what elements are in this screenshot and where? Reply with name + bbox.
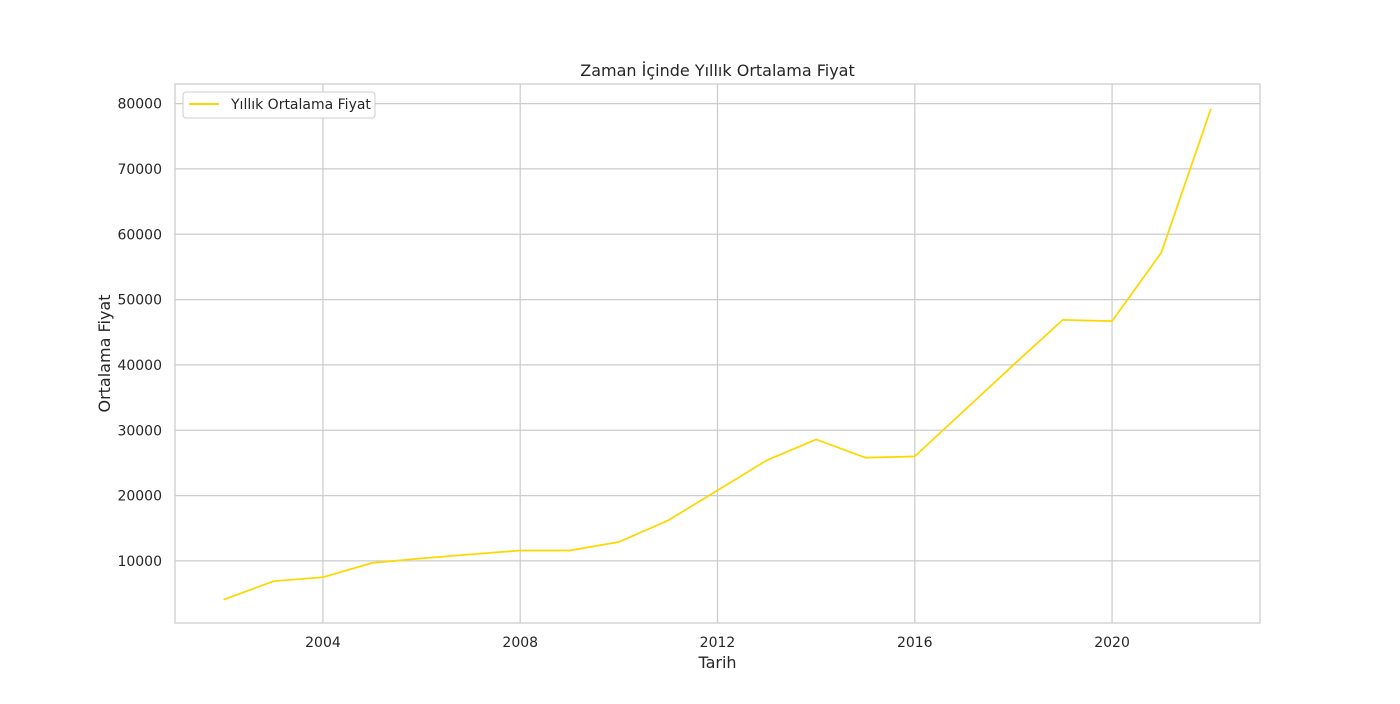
data-point xyxy=(223,598,226,601)
data-point xyxy=(765,459,768,462)
data-point xyxy=(1111,320,1113,323)
data-point xyxy=(568,549,571,552)
y-tick-label: 10000 xyxy=(117,554,162,570)
y-tick-label: 80000 xyxy=(117,97,162,113)
data-point xyxy=(470,553,472,556)
y-tick-label: 50000 xyxy=(117,293,162,309)
data-point xyxy=(913,455,916,458)
data-point xyxy=(1012,364,1015,366)
data-point xyxy=(371,561,374,564)
data-point xyxy=(1209,108,1212,111)
x-tick-label: 2008 xyxy=(502,635,538,651)
y-tick-label: 60000 xyxy=(117,227,162,243)
data-point xyxy=(864,456,867,459)
data-point xyxy=(519,549,522,552)
legend: Yıllık Ortalama Fiyat xyxy=(182,91,376,119)
data-point xyxy=(667,519,670,522)
data-point xyxy=(617,541,620,543)
grid-lines xyxy=(175,84,1260,623)
data-point xyxy=(963,409,965,412)
y-tick-label: 70000 xyxy=(117,162,162,178)
data-point xyxy=(322,576,324,579)
x-tick-label: 2020 xyxy=(1094,635,1130,651)
y-tick-label: 20000 xyxy=(117,489,162,505)
y-axis-label: Ortalama Fiyat xyxy=(95,294,114,412)
legend-box xyxy=(182,91,376,119)
data-point xyxy=(1160,251,1163,254)
x-tick-label: 2016 xyxy=(897,635,933,651)
y-tick-labels: 10000 20000 30000 40000 50000 60000 70000 80000 xyxy=(117,97,162,570)
x-tick-label: 2004 xyxy=(305,635,341,651)
x-tick-labels: 2004 2008 2012 2016 2020 xyxy=(305,635,1130,651)
legend-label: Yıllık Ortalama Fiyat xyxy=(230,97,371,113)
data-point xyxy=(815,438,818,441)
y-tick-label: 30000 xyxy=(117,423,162,439)
chart-title: Zaman İçinde Yıllık Ortalama Fiyat xyxy=(580,61,854,80)
y-tick-label: 40000 xyxy=(117,358,162,374)
data-point xyxy=(272,580,275,583)
x-axis-label: Tarih xyxy=(697,653,736,672)
data-point xyxy=(420,557,423,560)
series-lines xyxy=(223,108,1212,601)
data-point xyxy=(716,489,719,492)
x-tick-label: 2012 xyxy=(700,635,736,651)
data-point xyxy=(1061,318,1064,321)
plot-frame xyxy=(174,83,1261,624)
